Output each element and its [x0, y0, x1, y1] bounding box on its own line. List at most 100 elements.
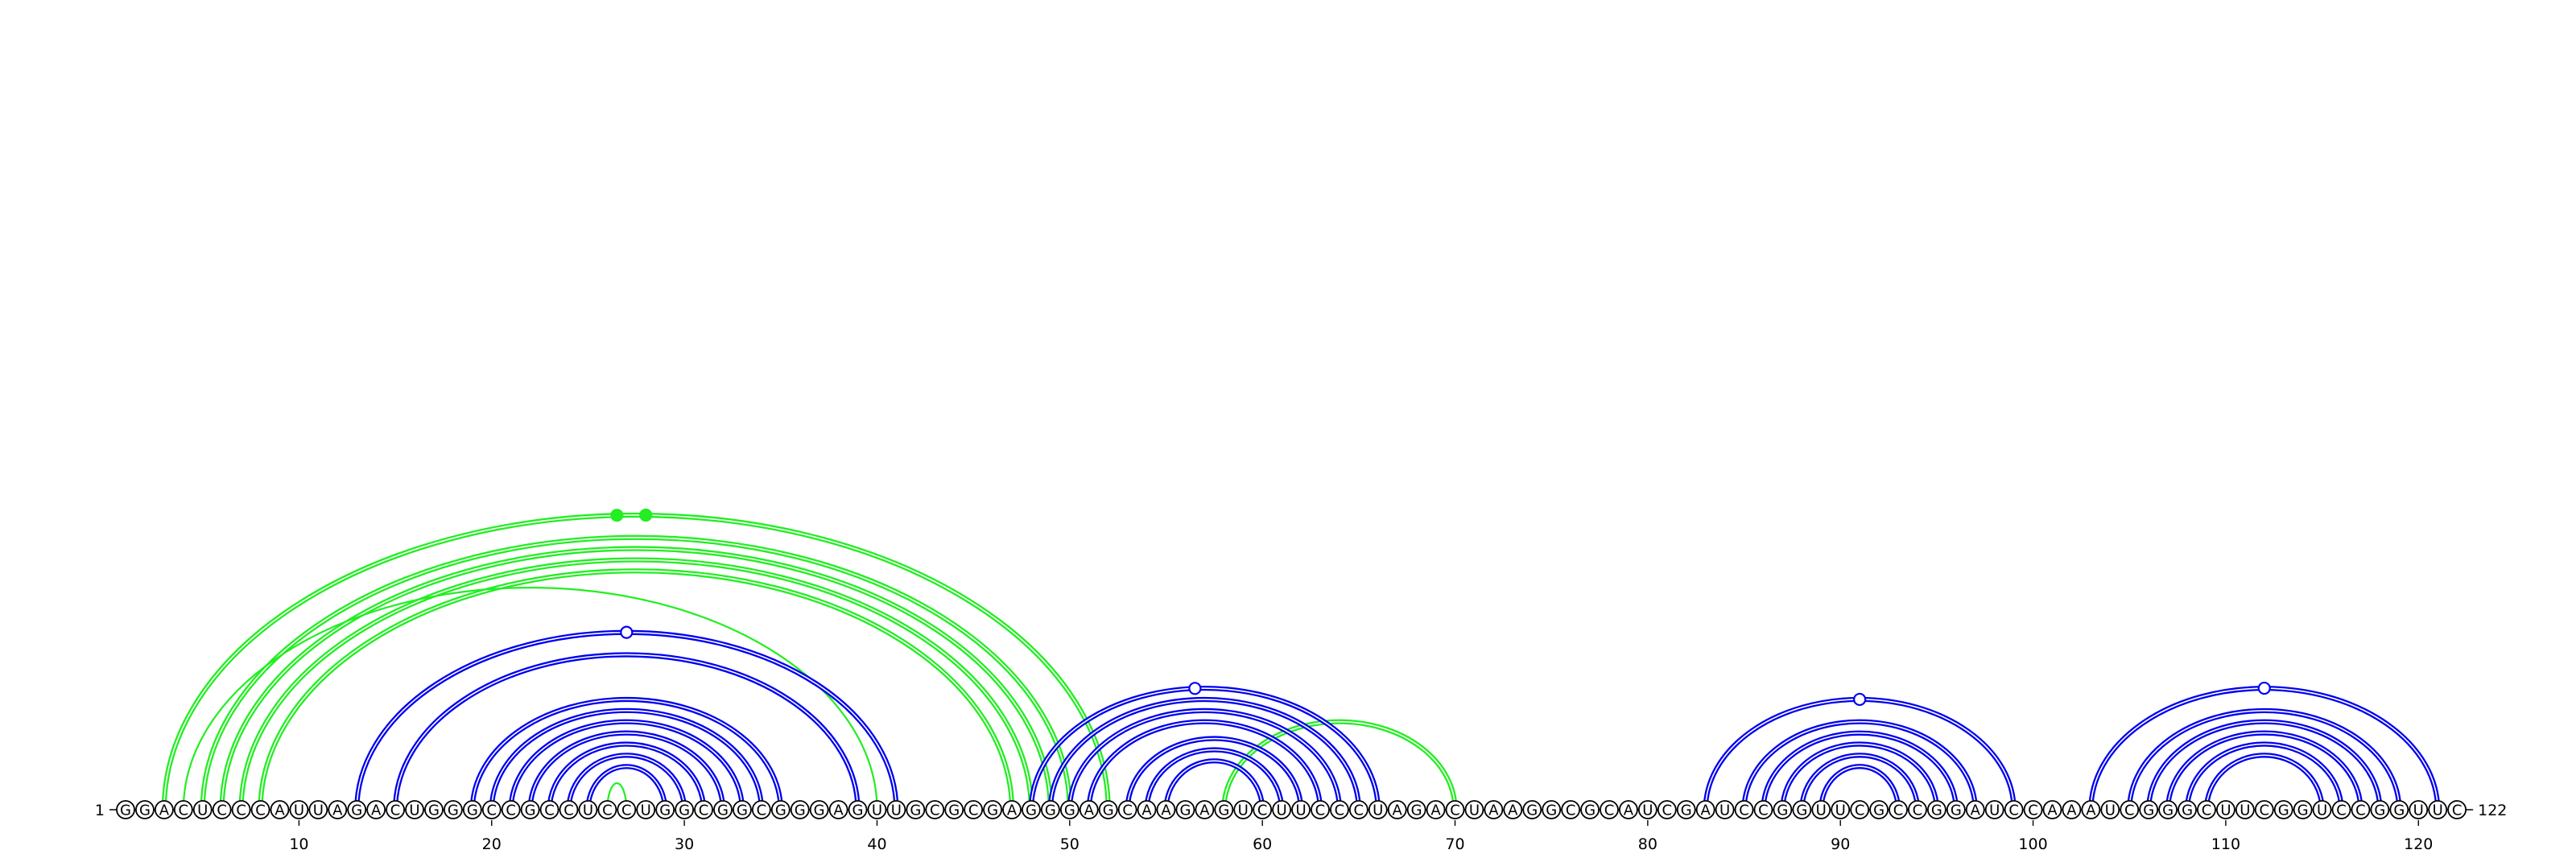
- stem-arc-gap: [1820, 765, 1899, 811]
- nucleotide-letter: C: [1315, 802, 1326, 819]
- nucleotide-circle: [2023, 800, 2043, 819]
- nucleotide-letter: C: [757, 802, 767, 819]
- nucleotide-letter: A: [371, 802, 382, 819]
- nucleotide-letter: G: [1026, 802, 1037, 819]
- nucleotide-letter: C: [602, 802, 613, 819]
- stem-arc-gap: [510, 720, 743, 811]
- nucleotide-circle: [1965, 800, 1985, 819]
- nucleotide-letter: A: [332, 802, 343, 819]
- nucleotide-letter: U: [641, 802, 651, 819]
- nucleotide-circle: [2254, 800, 2274, 819]
- nucleotide-circle: [1715, 800, 1735, 819]
- nucleotide-letter: C: [1739, 802, 1749, 819]
- nucleotide-circle: [2139, 800, 2159, 819]
- nucleotide-circle: [1214, 800, 1234, 819]
- nucleotide-circle: [2120, 800, 2140, 819]
- nucleotide-letter: U: [2220, 802, 2231, 819]
- nucleotide-letter: G: [2162, 802, 2174, 819]
- nucleotide-letter: U: [1295, 802, 1306, 819]
- nucleotide-circle: [1831, 800, 1851, 819]
- nucleotide-circle: [2042, 800, 2062, 819]
- nucleotide-letter: U: [872, 802, 882, 819]
- nucleotide-letter: U: [1719, 802, 1730, 819]
- nucleotide-letter: G: [659, 802, 671, 819]
- nucleotide-letter: C: [179, 802, 189, 819]
- pseudoknot-arc-outer: [219, 546, 1053, 811]
- nucleotide-letter: A: [1508, 802, 1518, 819]
- nucleotide-circle: [2081, 800, 2101, 819]
- nucleotide-letter: G: [1179, 802, 1191, 819]
- nucleotide-letter: U: [1277, 802, 1287, 819]
- nucleotide-circle: [1561, 800, 1581, 819]
- nucleotide-circle: [289, 800, 309, 819]
- nucleotide-circle: [2004, 800, 2024, 819]
- nucleotide-letter: G: [2278, 802, 2289, 819]
- nucleotide-circle: [1098, 800, 1118, 819]
- nucleotide-letter: U: [1835, 802, 1846, 819]
- nucleotide-letter: C: [1758, 802, 1769, 819]
- nucleotide-letter: C: [1566, 802, 1576, 819]
- nucleotide-letter: C: [564, 802, 574, 819]
- stem-arc-gap: [2128, 710, 2401, 811]
- nucleotide-circle: [347, 800, 367, 819]
- nucleotide-letter: G: [1951, 802, 1962, 819]
- nucleotide-letter: A: [2066, 802, 2077, 819]
- nucleotide-circle: [1022, 800, 1041, 819]
- nucleotide-letter: G: [1411, 802, 1422, 819]
- nucleotide-letter: G: [525, 802, 536, 819]
- axis-tick-label: 120: [2404, 835, 2433, 853]
- nucleotide-circle: [1002, 800, 1022, 819]
- nucleotide-letter: U: [891, 802, 902, 819]
- nucleotide-circle: [1869, 800, 1889, 819]
- nucleotide-circle: [636, 800, 656, 819]
- nucleotide-letter: C: [2355, 802, 2366, 819]
- nucleotide-letter: G: [1681, 802, 1692, 819]
- nucleotide-letter: C: [1257, 802, 1268, 819]
- nucleotide-circle: [1195, 800, 1215, 819]
- nucleotide-letter: C: [699, 802, 709, 819]
- nucleotide-circle: [733, 800, 752, 819]
- nucleotide-circle: [1542, 800, 1562, 819]
- nucleotide-letter: G: [1584, 802, 1596, 819]
- nucleotide-circle: [462, 800, 482, 819]
- nucleotide-circle: [925, 800, 945, 819]
- nucleotide-circle: [1734, 800, 1754, 819]
- nucleotide-circle: [250, 800, 270, 819]
- nucleotide-circle: [1348, 800, 1368, 819]
- stem-arc-gap: [472, 699, 782, 811]
- nucleotide-circle: [1619, 800, 1638, 819]
- nucleotide-circle: [906, 800, 926, 819]
- nucleotide-circle: [1445, 800, 1465, 819]
- nucleotide-circle: [1773, 800, 1793, 819]
- nucleotide-circle: [2216, 800, 2235, 819]
- nucleotide-circle: [1522, 800, 1542, 819]
- pseudoknot-marker: [610, 509, 624, 522]
- stem-arc-gap: [529, 732, 724, 811]
- nucleotide-letter: C: [2028, 802, 2038, 819]
- axis-layer: 1 122 10 20 30 40 50 60 70 80 90 100 110 120: [95, 802, 2507, 853]
- stem-arc-gap: [1743, 720, 1976, 811]
- nucleotide-circle: [1175, 800, 1195, 819]
- nucleotide-circle: [116, 800, 135, 819]
- nucleotide-letter: G: [852, 802, 864, 819]
- nucleotide-letter: A: [833, 802, 844, 819]
- nucleotide-circle: [597, 800, 617, 819]
- nucleotide-letter: C: [2336, 802, 2347, 819]
- nucleotide-letter: C: [1893, 802, 1904, 819]
- pseudoknot-arc: [606, 782, 628, 811]
- nucleotide-letter: U: [583, 802, 593, 819]
- axis-tick-label: 100: [2018, 835, 2047, 853]
- stem-arc-gap: [587, 765, 666, 811]
- nucleotide-circle: [1272, 800, 1291, 819]
- nucleotide-letter: C: [1450, 802, 1460, 819]
- nucleotide-circle: [212, 800, 232, 819]
- stem-arc-gap: [1165, 760, 1263, 811]
- nucleotide-circle: [1291, 800, 1311, 819]
- nucleotide-circle: [1850, 800, 1870, 819]
- nucleotide-circle: [2273, 800, 2293, 819]
- stem-arc-gap: [2090, 687, 2438, 811]
- nucleotide-circle: [1926, 800, 1946, 819]
- nucleotide-letter: U: [313, 802, 324, 819]
- nucleotide-letter: C: [2124, 802, 2135, 819]
- nucleotide-letter: C: [1855, 802, 1865, 819]
